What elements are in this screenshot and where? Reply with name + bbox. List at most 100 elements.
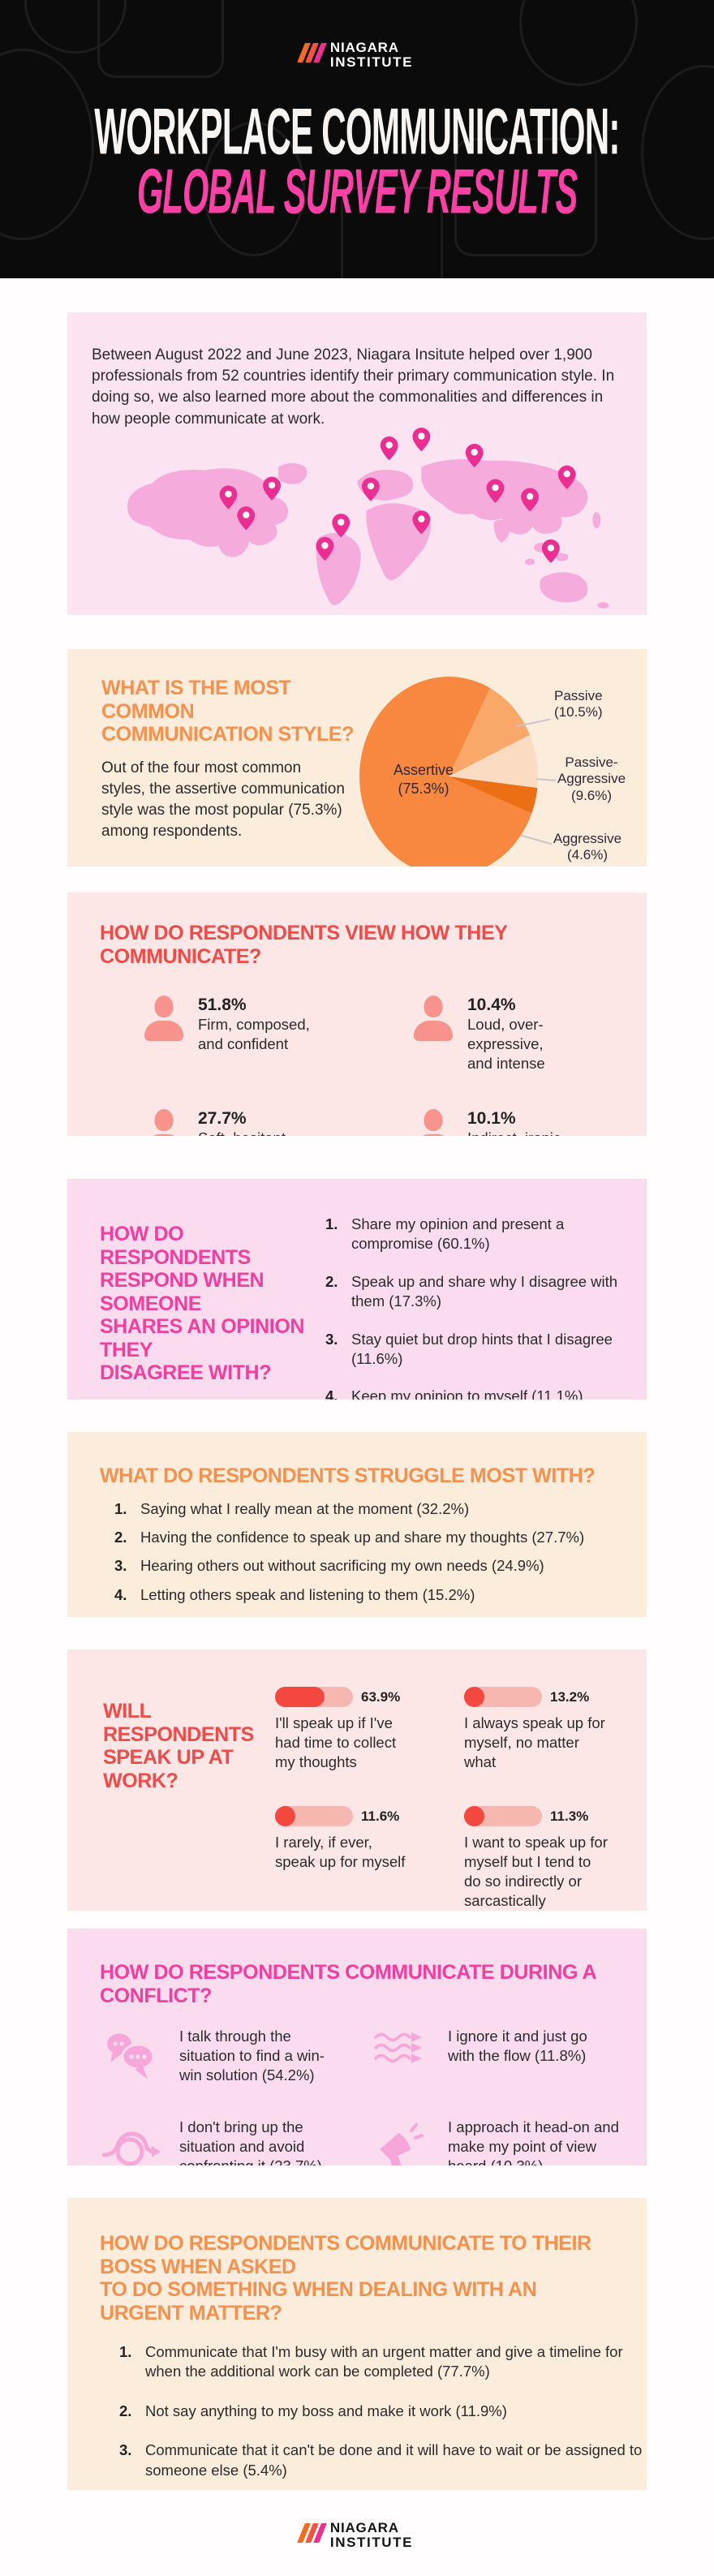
bar-label: I always speak up for myself, no matter … <box>464 1714 605 1771</box>
progress-bar <box>464 1806 542 1827</box>
stat-item: 10.4% Loud, over-expressive, and intense <box>414 996 614 1073</box>
list-item: Hearing others out without sacrificing m… <box>114 1556 544 1576</box>
bar-item: 11.3% I want to speak up for myself but … <box>464 1806 622 1911</box>
conflict-label: I don't bring up the situation and avoid… <box>179 2118 322 2165</box>
list-item: Not say anything to my boss and make it … <box>119 2402 507 2422</box>
disagree-list: Share my opinion and present a compromis… <box>325 1215 619 1400</box>
section-heading: WHAT IS THE MOST COMMON COMMUNICATION ST… <box>101 677 354 746</box>
pie-label-assertive: Assertive (75.3%) <box>393 762 454 797</box>
page-title-line2: GLOBAL SURVEY RESULTS <box>136 157 578 228</box>
location-pin-icon <box>486 479 505 503</box>
logo-wordmark: NIAGARA INSTITUTE <box>330 41 413 70</box>
flow-waves-icon <box>368 2030 432 2069</box>
progress-bar <box>275 1806 353 1827</box>
pie-label-passive-aggressive: Passive- Aggressive (9.6%) <box>557 755 626 803</box>
location-pin-icon <box>465 443 484 467</box>
location-pins <box>219 428 576 563</box>
bar-item: 11.6% I rarely, if ever, speak up for my… <box>275 1806 433 1911</box>
triple-slash-icon <box>297 43 327 62</box>
doodle-shape <box>454 138 597 256</box>
conflict-label: I talk through the situation to find a w… <box>179 2028 325 2084</box>
intro-text: Between August 2022 and June 2023, Niaga… <box>92 346 615 428</box>
section-heading: WILL RESPONDENTS SPEAK UP AT WORK? <box>103 1700 254 1792</box>
bar-percent: 63.9% <box>361 1688 401 1705</box>
location-pin-icon <box>237 506 256 531</box>
list-item: Communicate that I'm busy with an urgent… <box>119 2342 623 2380</box>
stat-percent: 10.4% <box>467 996 516 1014</box>
bar-label: I rarely, if ever, speak up for myself <box>275 1834 406 1871</box>
person-icon <box>414 1109 453 1136</box>
stat-item: 10.1% Indirect, ironic, and sarcastic <box>414 1109 614 1136</box>
logo-wordmark: NIAGARA INSTITUTE <box>330 2521 413 2550</box>
person-icon <box>144 996 183 1041</box>
progress-bar <box>464 1687 542 1707</box>
leader-line <box>536 778 557 781</box>
bar-label: I want to speak up for myself but I tend… <box>464 1834 608 1910</box>
list-item: Having the confidence to speak up and sh… <box>114 1528 585 1548</box>
common-style-card: WHAT IS THE MOST COMMON COMMUNICATION ST… <box>67 649 647 867</box>
stat-item: 27.7% Soft, hesitant, and apologetic <box>144 1109 345 1136</box>
footer-logo: NIAGARA INSTITUTE <box>0 2490 714 2550</box>
stat-label: Indirect, ironic, and sarcastic <box>467 1129 565 1136</box>
location-pin-icon <box>380 436 398 461</box>
speak-up-card: WILL RESPONDENTS SPEAK UP AT WORK? 63.9%… <box>67 1649 647 1911</box>
location-pin-icon <box>263 476 281 501</box>
stat-item: 51.8% Firm, composed, and confident <box>144 996 345 1073</box>
pie-label-passive: Passive (10.5%) <box>554 688 603 720</box>
bar-percent: 11.6% <box>361 1808 400 1824</box>
conflict-item: I don't bring up the situation and avoid… <box>100 2118 357 2165</box>
list-item: Keep my opinion to myself (11.1%) <box>325 1387 583 1400</box>
pie-label-aggressive: Aggressive (4.6%) <box>553 831 622 863</box>
list-item: Speak up and share why I disagree with t… <box>325 1272 618 1310</box>
location-pin-icon <box>521 488 540 512</box>
progress-bar <box>275 1687 353 1707</box>
triple-slash-icon <box>297 2523 327 2543</box>
stat-label: Loud, over-expressive, and intense <box>467 1016 545 1073</box>
section-heading: HOW DO RESPONDENTS VIEW HOW THEY COMMUNI… <box>100 922 508 968</box>
section-heading: HOW DO RESPONDENTS RESPOND WHEN SOMEONE … <box>100 1223 305 1384</box>
stat-label: Soft, hesitant, and apologetic <box>198 1129 295 1136</box>
logo-line2: INSTITUTE <box>329 54 414 70</box>
speech-bubbles-icon <box>100 2030 163 2082</box>
list-item: Letting others speak and listening to th… <box>114 1585 475 1606</box>
conflict-item: I talk through the situation to find a w… <box>100 2027 357 2085</box>
list-item: Communicate that it can't be done and it… <box>119 2441 643 2479</box>
list-item: Share my opinion and present a compromis… <box>325 1215 565 1253</box>
section-heading: HOW DO RESPONDENTS COMMUNICATE TO THEIR … <box>100 2232 591 2324</box>
location-pin-icon <box>361 477 380 501</box>
communication-style-pie: Assertive (75.3%) Passive (10.5%) Passiv… <box>355 677 626 867</box>
conflict-label: I ignore it and just go with the flow (1… <box>448 2028 587 2065</box>
world-map-graphic <box>92 428 622 613</box>
location-pin-icon <box>412 428 431 452</box>
doodle-shape <box>203 122 305 256</box>
conflict-item: I approach it head-on and make my point … <box>368 2118 626 2165</box>
struggle-card: WHAT DO RESPONDENTS STRUGGLE MOST WITH? … <box>67 1432 647 1617</box>
conflict-item: I ignore it and just go with the flow (1… <box>368 2027 626 2085</box>
detour-arrow-icon <box>100 2121 163 2165</box>
person-icon <box>414 996 453 1041</box>
conflict-card: HOW DO RESPONDENTS COMMUNICATE DURING A … <box>67 1929 647 2165</box>
intro-card: Between August 2022 and June 2023, Niaga… <box>67 312 647 615</box>
logo-line1: NIAGARA <box>329 2520 399 2535</box>
doodle-shape <box>341 187 443 278</box>
stat-percent: 51.8% <box>198 996 247 1014</box>
struggle-list: Saying what I really mean at the moment … <box>114 1499 622 1606</box>
boss-card: HOW DO RESPONDENTS COMMUNICATE TO THEIR … <box>67 2198 647 2490</box>
section-heading: WHAT DO RESPONDENTS STRUGGLE MOST WITH? <box>100 1464 596 1487</box>
logo-line2: INSTITUTE <box>329 2534 414 2550</box>
bar-label: I'll speak up if I've had time to collec… <box>275 1714 397 1771</box>
niagara-institute-logo: NIAGARA INSTITUTE <box>0 0 714 70</box>
section-body: Out of the four most common styles, the … <box>101 759 345 841</box>
view-communicate-card: HOW DO RESPONDENTS VIEW HOW THEY COMMUNI… <box>67 892 647 1136</box>
stat-percent: 10.1% <box>467 1109 516 1129</box>
location-pin-icon <box>332 514 351 538</box>
page-title-line1: WORKPLACE COMMUNICATION: <box>94 95 620 169</box>
conflict-label: I approach it head-on and make my point … <box>448 2118 619 2165</box>
megaphone-icon <box>368 2121 432 2165</box>
location-pin-icon <box>557 465 576 489</box>
world-map <box>127 428 609 609</box>
location-pin-icon <box>412 510 431 535</box>
stat-label: Firm, composed, and confident <box>198 1016 310 1053</box>
logo-line1: NIAGARA <box>329 40 399 55</box>
